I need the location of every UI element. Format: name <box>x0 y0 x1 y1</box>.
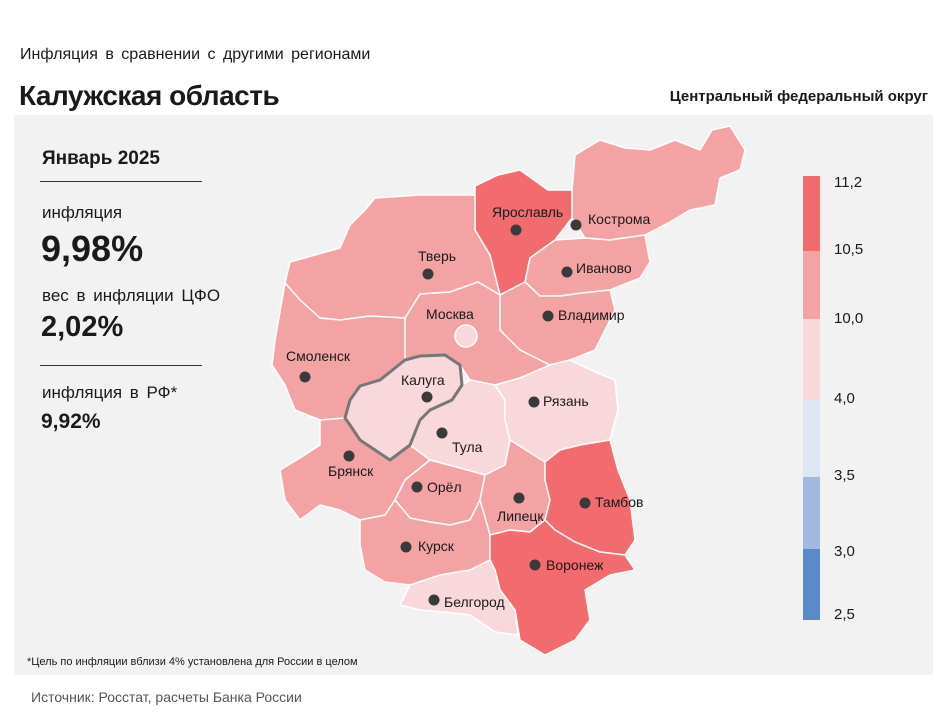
inflation-value: 9,98% <box>41 228 144 269</box>
city-label-tver: Тверь <box>418 248 456 264</box>
city-label-kaluga: Калуга <box>401 372 445 388</box>
city-dot-tula <box>436 427 448 439</box>
legend-tick: 10,0 <box>834 310 864 327</box>
city-dot-orel <box>411 481 423 493</box>
legend-band-1 <box>803 176 820 251</box>
city-dot-yaroslavl <box>510 224 522 236</box>
city-dot-tambov <box>579 497 591 509</box>
rf-inflation-value: 9,92% <box>41 410 101 433</box>
chart-subtitle: Инфляция в сравнении с другими регионами <box>20 46 371 63</box>
legend-tick: 4,0 <box>834 390 855 407</box>
legend-band-3 <box>803 319 820 399</box>
city-label-yaroslavl: Ярославль <box>492 204 563 220</box>
city-dot-vladimir <box>542 310 554 322</box>
city-label-ivanovo: Иваново <box>576 260 632 276</box>
city-label-kursk: Курск <box>418 538 455 554</box>
legend-band-6 <box>803 549 820 620</box>
footnote: *Цель по инфляции вблизи 4% установлена … <box>27 656 358 668</box>
legend-band-4 <box>803 399 820 477</box>
weight-label: вес в инфляции ЦФО <box>42 286 221 305</box>
city-dot-bryansk <box>343 450 355 462</box>
legend-band-5 <box>803 477 820 549</box>
city-label-lipetsk: Липецк <box>497 508 544 524</box>
city-label-smolensk: Смоленск <box>286 348 351 364</box>
kaluga-highlight-outline <box>343 353 464 462</box>
legend-tick: 3,5 <box>834 467 855 484</box>
legend-tick: 11,2 <box>834 174 863 191</box>
city-label-bryansk: Брянск <box>328 463 374 479</box>
city-label-belgorod: Белгород <box>444 594 505 610</box>
inflation-label: инфляция <box>42 203 123 222</box>
city-label-voronezh: Воронеж <box>546 557 604 573</box>
city-dot-moscow <box>454 324 478 348</box>
city-label-moscow: Москва <box>426 306 474 322</box>
city-label-vladimir: Владимир <box>558 307 625 323</box>
city-label-tambov: Тамбов <box>595 494 643 510</box>
city-dot-kursk <box>400 541 412 553</box>
city-dot-voronezh <box>529 559 541 571</box>
city-dot-smolensk <box>299 371 311 383</box>
legend-tick: 2,5 <box>834 606 855 623</box>
divider <box>40 181 202 182</box>
legend-band-2 <box>803 251 820 319</box>
city-dot-tver <box>422 268 434 280</box>
city-label-ryazan: Рязань <box>543 393 589 409</box>
district-label: Центральный федеральный округ <box>669 88 928 105</box>
city-dot-belgorod <box>428 594 440 606</box>
city-dot-kostroma <box>570 219 582 231</box>
page-title: Калужская область <box>19 80 280 111</box>
legend-tick: 3,0 <box>834 543 855 560</box>
region-belgorod[interactable] <box>399 559 519 636</box>
city-label-orel: Орёл <box>427 479 462 495</box>
city-label-tula: Тула <box>452 439 483 455</box>
city-dot-ryazan <box>528 396 540 408</box>
city-label-kostroma: Кострома <box>588 211 651 227</box>
city-dot-lipetsk <box>513 492 525 504</box>
divider <box>40 365 202 366</box>
period-label: Январь 2025 <box>42 148 160 169</box>
city-dot-ivanovo <box>561 266 573 278</box>
rf-inflation-label: инфляция в РФ* <box>42 383 178 402</box>
source-note: Источник: Росстат, расчеты Банка России <box>31 689 302 705</box>
weight-value: 2,02% <box>41 311 124 343</box>
legend-tick: 10,5 <box>834 241 864 258</box>
city-dot-kaluga <box>421 391 433 403</box>
